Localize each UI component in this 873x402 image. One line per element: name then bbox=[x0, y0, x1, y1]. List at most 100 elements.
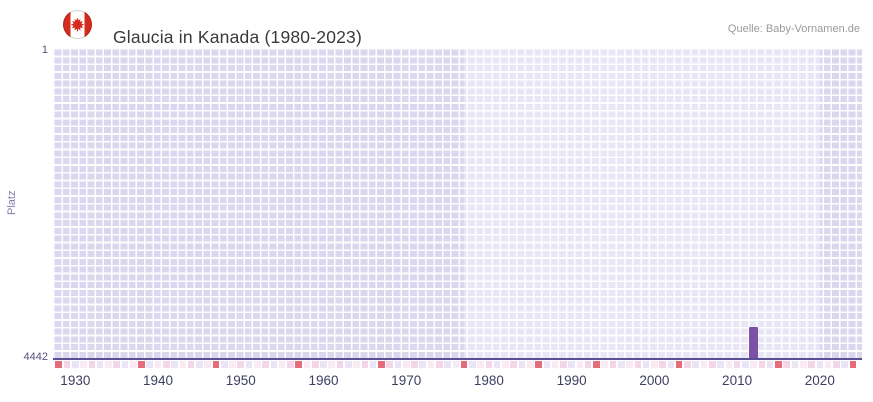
year-strip-square bbox=[212, 361, 220, 368]
year-strip-square bbox=[229, 361, 236, 368]
year-strip-square bbox=[799, 361, 807, 368]
year-strip-square bbox=[601, 361, 609, 368]
year-strip-square bbox=[824, 361, 832, 368]
year-strip-square bbox=[725, 361, 733, 368]
year-strip-square bbox=[237, 361, 245, 368]
year-strip-square bbox=[651, 361, 658, 368]
year-strip-square bbox=[394, 361, 402, 368]
year-strip-square bbox=[113, 361, 120, 368]
year-strip-square bbox=[72, 361, 79, 368]
year-strip-square bbox=[477, 361, 484, 368]
year-strip-square bbox=[138, 361, 145, 368]
year-strip-square bbox=[708, 361, 716, 368]
year-strip-square bbox=[80, 361, 87, 368]
year-strip-square bbox=[626, 361, 633, 368]
year-strip-square bbox=[220, 361, 228, 368]
page-title: Glaucia in Kanada (1980-2023) bbox=[113, 26, 363, 47]
year-strip-square bbox=[775, 361, 782, 368]
year-strip-square bbox=[833, 361, 840, 368]
plot-area bbox=[53, 48, 862, 360]
canada-flag-icon bbox=[63, 10, 92, 39]
x-tick-label: 1990 bbox=[556, 373, 587, 388]
year-strip-square bbox=[320, 361, 327, 368]
x-tick-label: 1930 bbox=[60, 373, 91, 388]
year-strip-square bbox=[808, 361, 815, 368]
year-strip-square bbox=[386, 361, 393, 368]
year-strip-square bbox=[361, 361, 369, 368]
year-strip-square bbox=[849, 361, 857, 368]
x-axis: 1930 1940 1950 1960 1970 1980 1990 2000 2010 2020 bbox=[53, 373, 862, 393]
y-axis-title: Platz bbox=[6, 190, 18, 216]
source-label: Quelle: Baby-Vornamen.de bbox=[727, 23, 860, 35]
year-strip-square bbox=[419, 361, 427, 368]
y-tick-top: 1 bbox=[41, 44, 48, 56]
year-strip-square bbox=[551, 361, 559, 368]
x-tick-label: 1970 bbox=[391, 373, 422, 388]
year-strip-square bbox=[196, 361, 203, 368]
chart-header: Glaucia in Kanada (1980-2023) Quelle: Ba… bbox=[0, 0, 873, 47]
year-strip-square bbox=[584, 361, 592, 368]
x-tick-label: 2020 bbox=[804, 373, 835, 388]
year-strip-square bbox=[187, 361, 195, 368]
year-strip-square bbox=[518, 361, 526, 368]
year-strip-square bbox=[254, 361, 261, 368]
y-tick-bottom: 4442 bbox=[23, 351, 48, 363]
year-strip-square bbox=[750, 361, 757, 368]
rank-bar bbox=[749, 327, 759, 358]
x-tick-label: 1980 bbox=[473, 373, 504, 388]
year-strip-square bbox=[311, 361, 319, 368]
x-tick-label: 1960 bbox=[308, 373, 339, 388]
year-strip-square bbox=[163, 361, 170, 368]
year-strip-square bbox=[55, 361, 63, 368]
year-strip-square bbox=[129, 361, 137, 368]
year-strip-square bbox=[336, 361, 344, 368]
year-strip-square bbox=[262, 361, 269, 368]
x-tick-label: 2000 bbox=[639, 373, 670, 388]
year-strip-square bbox=[692, 361, 700, 368]
year-strip-square bbox=[675, 361, 683, 368]
year-strip-square bbox=[742, 361, 749, 368]
year-strip-square bbox=[642, 361, 650, 368]
year-strip-square bbox=[411, 361, 418, 368]
year-strip-square bbox=[816, 361, 824, 368]
year-strip-square bbox=[469, 361, 476, 368]
year-strip-square bbox=[444, 361, 451, 368]
year-strip-square bbox=[543, 361, 551, 368]
year-strip-square bbox=[733, 361, 741, 368]
year-strip-square bbox=[88, 361, 96, 368]
year-strip-square bbox=[121, 361, 129, 368]
year-strip-square bbox=[278, 361, 286, 368]
year-strip-square bbox=[105, 361, 112, 368]
year-strip-square bbox=[593, 361, 600, 368]
year-strip-square bbox=[63, 361, 71, 368]
year-strip-square bbox=[96, 361, 104, 368]
year-strip-square bbox=[609, 361, 617, 368]
year-strip-square bbox=[791, 361, 799, 368]
year-strip-square bbox=[452, 361, 460, 368]
year-strip-square bbox=[493, 361, 501, 368]
year-strip-square bbox=[179, 361, 187, 368]
year-strip-square bbox=[535, 361, 542, 368]
year-strip-square bbox=[436, 361, 443, 368]
year-strip-square bbox=[560, 361, 567, 368]
year-strip-square bbox=[659, 361, 666, 368]
year-strip-square bbox=[171, 361, 178, 368]
year-strip-square bbox=[717, 361, 724, 368]
year-strip bbox=[53, 361, 862, 368]
x-tick-label: 1940 bbox=[143, 373, 174, 388]
year-strip-square bbox=[369, 361, 377, 368]
year-strip-square bbox=[766, 361, 774, 368]
year-strip-square bbox=[758, 361, 766, 368]
year-strip-square bbox=[154, 361, 162, 368]
year-strip-square bbox=[402, 361, 410, 368]
year-strip-square bbox=[287, 361, 294, 368]
year-strip-square bbox=[526, 361, 534, 368]
year-strip-square bbox=[841, 361, 848, 368]
year-strip-square bbox=[204, 361, 211, 368]
year-strip-square bbox=[634, 361, 642, 368]
year-strip-square bbox=[146, 361, 154, 368]
year-strip-square bbox=[502, 361, 509, 368]
year-strip-square bbox=[667, 361, 675, 368]
year-strip-square bbox=[460, 361, 468, 368]
